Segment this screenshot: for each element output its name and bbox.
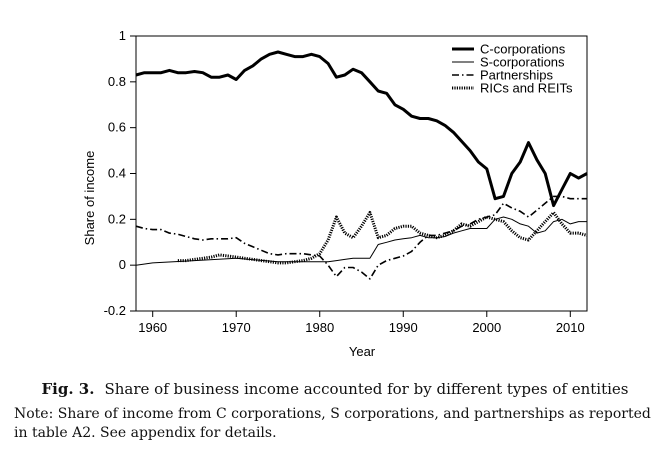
x-tick-label: 1960	[138, 320, 167, 335]
y-tick-label: 0	[119, 257, 126, 272]
legend-label: Partnerships	[480, 68, 553, 83]
y-tick-label: 1	[119, 28, 126, 43]
legend-label: RICs and REITs	[480, 81, 573, 96]
y-tick-label: 0.8	[108, 74, 126, 89]
x-axis-title: Year	[349, 344, 376, 359]
legend-label: S-corporations	[480, 55, 565, 70]
figure-caption: Fig. 3. Share of business income accounte…	[0, 380, 670, 398]
y-tick-label: 0.2	[108, 211, 126, 226]
figure-caption-text: Share of business income accounted for b…	[104, 380, 629, 398]
y-axis: -0.2 0 0.2 0.4 0.6 0.8 1	[104, 28, 136, 318]
figure-number: Fig. 3.	[41, 380, 95, 398]
y-axis-title: Share of income	[82, 151, 97, 246]
series-line-partnerships	[135, 195, 587, 280]
y-tick-label: 0.4	[108, 166, 126, 181]
y-tick-label: 0.6	[108, 120, 126, 135]
x-axis: 1960 1970 1980 1990 2000 2010	[138, 311, 585, 335]
x-tick-label: 1980	[305, 320, 334, 335]
line-chart: -0.2 0 0.2 0.4 0.6 0.8 1 1960 1970 1980 1990 2000 2…	[82, 28, 588, 359]
x-tick-label: 2010	[556, 320, 585, 335]
series-line-rics-and-reits	[177, 211, 588, 265]
legend-label: C-corporations	[480, 42, 566, 57]
series-line-c-corporations	[135, 50, 588, 208]
series-layer	[135, 50, 588, 280]
figure-note: Note: Share of income from C corporation…	[14, 406, 651, 441]
legend: C-corporationsS-corporationsPartnerships…	[452, 42, 573, 96]
series-line-s-corporations	[135, 216, 587, 266]
x-tick-label: 1990	[389, 320, 418, 335]
x-tick-label: 2000	[472, 320, 501, 335]
y-tick-label: -0.2	[104, 303, 126, 318]
x-tick-label: 1970	[222, 320, 251, 335]
